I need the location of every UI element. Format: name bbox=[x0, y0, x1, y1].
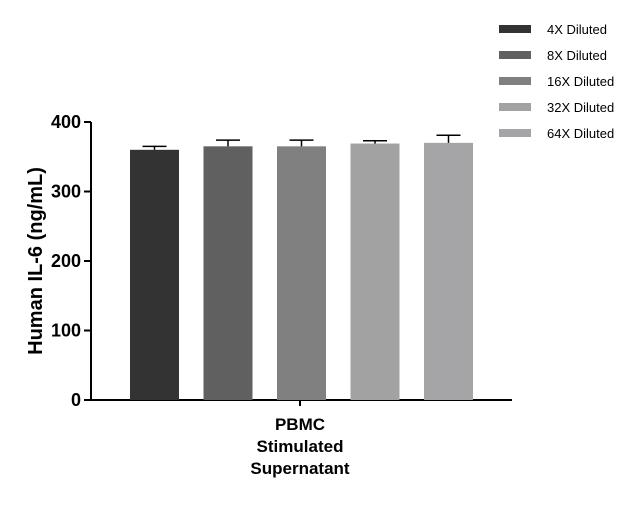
legend-label: 16X Diluted bbox=[547, 74, 614, 89]
category-label: PBMC Stimulated Supernatant bbox=[250, 415, 350, 478]
legend-label: 64X Diluted bbox=[547, 126, 614, 141]
y-tick-label: 200 bbox=[51, 251, 81, 271]
y-tick-label: 0 bbox=[71, 390, 81, 410]
y-tick-label: 300 bbox=[51, 182, 81, 202]
legend-label: 4X Diluted bbox=[547, 22, 607, 37]
legend-swatch bbox=[499, 51, 531, 59]
legend-label: 8X Diluted bbox=[547, 48, 607, 63]
bar bbox=[350, 143, 400, 401]
category-label-line: PBMC bbox=[275, 415, 325, 434]
bar bbox=[277, 146, 326, 400]
bar bbox=[130, 149, 179, 400]
legend-swatch bbox=[499, 129, 531, 137]
bar bbox=[424, 142, 473, 400]
legend-label: 32X Diluted bbox=[547, 100, 614, 115]
bars bbox=[130, 134, 473, 401]
category-label-line: Supernatant bbox=[250, 459, 350, 478]
legend-swatch bbox=[499, 25, 531, 33]
legend: 4X Diluted 8X Diluted 16X Diluted 32X Dilut… bbox=[499, 22, 614, 141]
y-tick-label: 100 bbox=[51, 321, 81, 341]
legend-swatch bbox=[499, 103, 531, 111]
y-tick-label: 400 bbox=[51, 112, 81, 132]
y-axis-label: Human IL-6 (ng/mL) bbox=[25, 167, 47, 355]
category-label-line: Stimulated bbox=[257, 437, 344, 456]
legend-swatch bbox=[499, 77, 531, 85]
bar bbox=[203, 146, 253, 400]
